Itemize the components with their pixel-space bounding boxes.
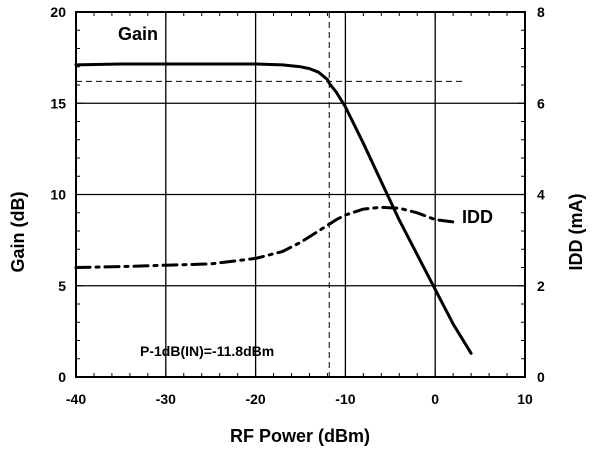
gain-series-label: Gain	[118, 24, 158, 44]
y2-tick-label: 2	[537, 278, 545, 294]
y-tick-label: 5	[58, 278, 66, 294]
x-tick-label: -10	[335, 391, 355, 407]
y-tick-label: 15	[50, 95, 66, 111]
y2-tick-label: 0	[537, 369, 545, 385]
x-tick-label: 10	[517, 391, 533, 407]
idd-series-label: IDD	[462, 207, 493, 227]
y2-tick-label: 4	[537, 187, 545, 203]
x-tick-label: -30	[156, 391, 176, 407]
gain-series-line	[74, 62, 473, 355]
reference-lines	[76, 12, 463, 377]
y2-axis-label: IDD (mA)	[566, 194, 586, 271]
y-tick-label: 10	[50, 187, 66, 203]
x-axis-label: RF Power (dBm)	[230, 426, 370, 446]
y-tick-label: 0	[58, 369, 66, 385]
grid-lines	[76, 12, 525, 377]
p1db-annotation: P-1dB(IN)=-11.8dBm	[140, 343, 274, 359]
idd-series-line	[74, 205, 455, 269]
y-axis-label: Gain (dB)	[8, 192, 28, 273]
y2-tick-label: 8	[537, 4, 545, 20]
series-lines	[74, 62, 473, 355]
x-tick-label: -40	[66, 391, 86, 407]
tick-marks	[75, 11, 526, 378]
y2-tick-label: 6	[537, 95, 545, 111]
x-tick-label: -20	[245, 391, 265, 407]
y-tick-label: 20	[50, 4, 66, 20]
x-tick-label: 0	[431, 391, 439, 407]
